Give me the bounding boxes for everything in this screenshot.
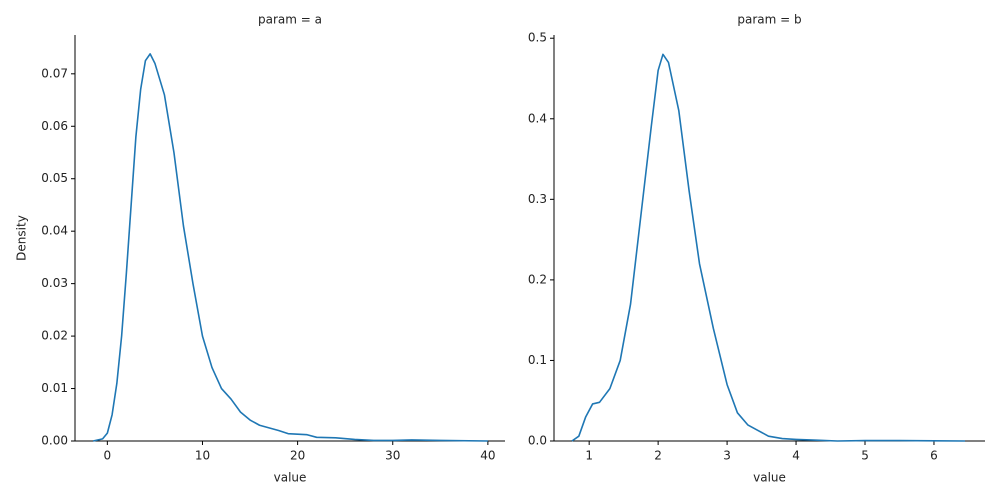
x-tick-label: 0 xyxy=(104,449,112,463)
y-tick-label: 0.4 xyxy=(528,111,547,125)
y-tick-label: 0.2 xyxy=(528,272,547,286)
y-tick-label: 0.5 xyxy=(528,31,547,45)
x-tick-label: 1 xyxy=(585,449,593,463)
x-tick-label: 40 xyxy=(480,449,495,463)
panel-title: param = a xyxy=(258,13,322,27)
panel-title: param = b xyxy=(737,13,801,27)
y-tick-label: 0.07 xyxy=(41,66,68,80)
y-tick-label: 0.01 xyxy=(41,381,68,395)
x-tick-label: 3 xyxy=(723,449,731,463)
x-axis-label: value xyxy=(274,471,307,485)
density-line xyxy=(571,53,966,442)
y-tick-label: 0.04 xyxy=(41,224,68,238)
x-tick-label: 20 xyxy=(290,449,305,463)
x-tick-label: 10 xyxy=(195,449,210,463)
density-line xyxy=(92,53,488,442)
y-axis-label: Density xyxy=(15,215,29,261)
y-tick-label: 0.03 xyxy=(41,276,68,290)
x-tick-label: 2 xyxy=(654,449,662,463)
x-tick-label: 30 xyxy=(385,449,400,463)
y-tick-label: 0.02 xyxy=(41,329,68,343)
x-tick-label: 5 xyxy=(861,449,869,463)
x-axis-label: value xyxy=(753,471,786,485)
y-tick-label: 0.0 xyxy=(528,434,547,448)
y-tick-label: 0.05 xyxy=(41,171,68,185)
y-tick-label: 0.00 xyxy=(41,434,68,448)
y-tick-label: 0.06 xyxy=(41,119,68,133)
y-tick-label: 0.3 xyxy=(528,192,547,206)
y-tick-label: 0.1 xyxy=(528,353,547,367)
x-tick-label: 6 xyxy=(930,449,938,463)
x-tick-label: 4 xyxy=(792,449,800,463)
